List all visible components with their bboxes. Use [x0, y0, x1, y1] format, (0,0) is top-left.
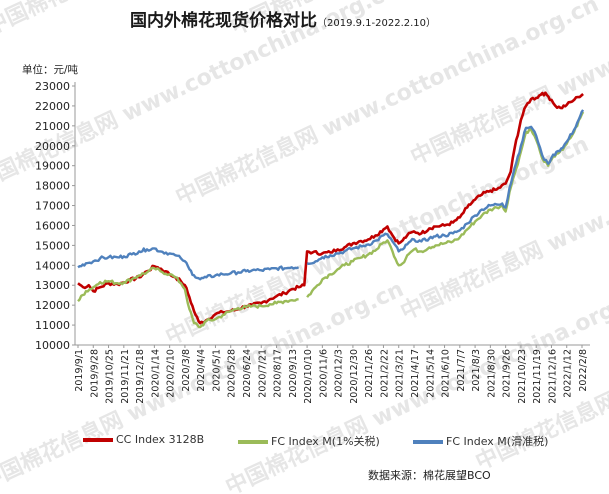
x-tick-label: 2021/1/26 [364, 349, 375, 398]
x-tick-label: 2021/2/22 [379, 349, 390, 398]
legend-label: CC Index 3128B [116, 433, 205, 446]
y-tick-label: 18000 [35, 180, 70, 193]
y-tick-label: 22000 [35, 100, 70, 113]
x-tick-label: 2020/2/10 [166, 349, 177, 398]
series-line [306, 111, 585, 298]
x-tick-label: 2019/11/21 [120, 349, 131, 404]
legend-label: FC Index M(滑准税) [446, 435, 549, 448]
x-tick-label: 2021/12/16 [547, 349, 558, 404]
x-tick-label: 2020/3/8 [181, 349, 192, 392]
x-tick-label: 2021/5/14 [425, 349, 436, 398]
chart-title: 国内外棉花现货价格对比（2019.9.1-2022.2.10） [130, 11, 437, 31]
x-tick-label: 2020/1/14 [150, 349, 161, 398]
x-tick-label: 2019/10/25 [105, 349, 116, 404]
x-tick-label: 2020/12/30 [349, 349, 360, 404]
x-tick-label: 2020/6/24 [242, 349, 253, 398]
series-line [77, 266, 299, 329]
x-tick-label: 2021/9/26 [502, 349, 513, 398]
y-tick-label: 23000 [35, 80, 70, 93]
y-tick-label: 14000 [35, 259, 70, 272]
x-tick-label: 2021/8/3 [471, 349, 482, 392]
y-tick-label: 19000 [35, 160, 70, 173]
x-tick-label: 2020/11/6 [318, 349, 329, 398]
x-tick-label: 2020/12/3 [334, 349, 345, 398]
x-tick-label: 2019/12/18 [135, 349, 146, 404]
y-tick-label: 16000 [35, 219, 70, 232]
x-tick-label: 2020/9/13 [288, 349, 299, 398]
x-tick-label: 2022/1/12 [563, 349, 574, 398]
x-tick-label: 2019/9/28 [89, 349, 100, 398]
y-tick-label: 13000 [35, 279, 70, 292]
y-tick-label: 12000 [35, 299, 70, 312]
x-tick-label: 2020/5/28 [227, 349, 238, 398]
legend-item-fc-sliding: FC Index M(滑准税) [413, 433, 548, 449]
x-tick-label: 2021/3/21 [395, 349, 406, 398]
x-tick-label: 2021/8/30 [486, 349, 497, 398]
chart-subtitle: （2019.9.1-2022.2.10） [317, 18, 437, 29]
legend-swatch [83, 438, 113, 442]
series-line [77, 247, 300, 281]
legend-label: FC Index M(1%关税) [271, 435, 380, 448]
legend-item-cc-index: CC Index 3128B [83, 433, 204, 446]
y-tick-label: 20000 [35, 140, 70, 153]
x-tick-label: 2020/5/1 [211, 349, 222, 392]
x-tick-label: 2021/10/23 [517, 349, 528, 404]
x-tick-label: 2021/4/17 [410, 349, 421, 398]
y-tick-label: 15000 [35, 239, 70, 252]
data-source: 数据来源：棉花展望BCO [368, 469, 491, 482]
y-tick-label: 10000 [35, 339, 70, 352]
x-tick-label: 2020/10/10 [303, 349, 314, 404]
x-tick-label: 2021/6/10 [441, 349, 452, 398]
legend-swatch [238, 440, 268, 444]
series-line [306, 109, 585, 265]
x-tick-label: 2022/2/8 [578, 349, 589, 392]
legend-swatch [413, 440, 443, 444]
x-tick-label: 2021/7/7 [456, 349, 467, 392]
series-line [77, 91, 584, 325]
line-chart: 10000 11000 12000 13000 14000 15000 16000 17000… [35, 80, 590, 404]
unit-label: 单位：元/吨 [22, 64, 79, 76]
legend-item-fc-1pct: FC Index M(1%关税) [238, 433, 380, 449]
y-tick-label: 21000 [35, 120, 70, 133]
x-tick-label: 2020/8/17 [273, 349, 284, 398]
y-tick-label: 17000 [35, 200, 70, 213]
y-tick-label: 11000 [35, 319, 70, 332]
x-tick-label: 2021/11/19 [532, 349, 543, 404]
x-tick-label: 2019/9/1 [74, 349, 85, 392]
x-tick-label: 2020/4/4 [196, 349, 207, 392]
x-tick-label: 2020/7/21 [257, 349, 268, 398]
legend: CC Index 3128B FC Index M(1%关税) FC Index… [0, 433, 609, 453]
